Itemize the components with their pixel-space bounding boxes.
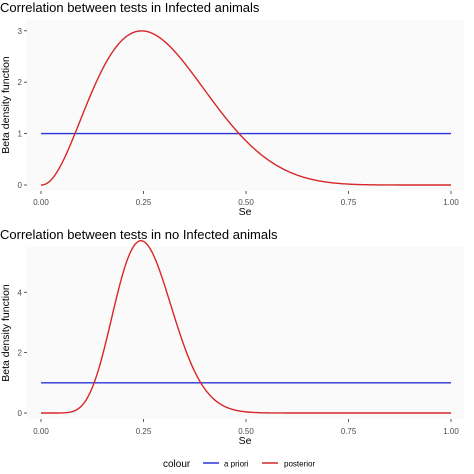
x-tick-label: 0.50 [238,427,254,436]
y-tick-label: 2 [18,78,23,87]
legend-label-posterior: posterior [284,460,315,469]
y-tick-label: 3 [18,27,23,36]
y-axis-label: Beta density function [0,284,12,382]
series-lines [41,239,451,414]
chart-panel-no-infected: Correlation between tests in no Infected… [0,227,464,447]
y-axis-ticks: 0 1 2 3 [18,27,27,190]
x-tick-label: 0.00 [33,198,49,207]
x-axis-label: Se [239,206,252,218]
y-axis-ticks: 0 2 4 [18,288,27,418]
y-tick-label: 0 [18,409,23,418]
chart-title: Correlation between tests in no Infected… [0,227,278,242]
series-line-posterior [40,30,451,186]
y-tick-label: 4 [18,288,23,297]
x-tick-label: 0.75 [341,198,357,207]
y-tick-label: 2 [18,349,23,358]
y-tick-label: 1 [18,130,23,139]
y-axis-label: Beta density function [0,56,12,154]
plot-background [26,20,464,191]
x-tick-label: 0.00 [33,427,49,436]
x-tick-label: 1.00 [443,427,459,436]
plot-background [26,247,464,419]
series-line-posterior [41,239,451,414]
series-lines [40,30,451,186]
x-tick-label: 0.25 [136,198,152,207]
legend-title: colour [163,459,191,470]
y-tick-label: 0 [18,181,23,190]
x-axis-label: Se [239,435,252,447]
x-tick-label: 0.25 [136,427,152,436]
x-tick-label: 0.75 [341,427,357,436]
x-axis-ticks: 0.00 0.25 0.50 0.75 1.00 [33,191,459,207]
x-tick-label: 0.50 [238,198,254,207]
chart-title: Correlation between tests in Infected an… [0,0,260,15]
x-axis-ticks: 0.00 0.25 0.50 0.75 1.00 [33,419,459,436]
chart-panel-infected: Correlation between tests in Infected an… [0,0,464,218]
legend-label-a-priori: a priori [224,460,249,469]
x-tick-label: 1.00 [443,198,459,207]
legend: colour a priori posterior [163,459,315,470]
